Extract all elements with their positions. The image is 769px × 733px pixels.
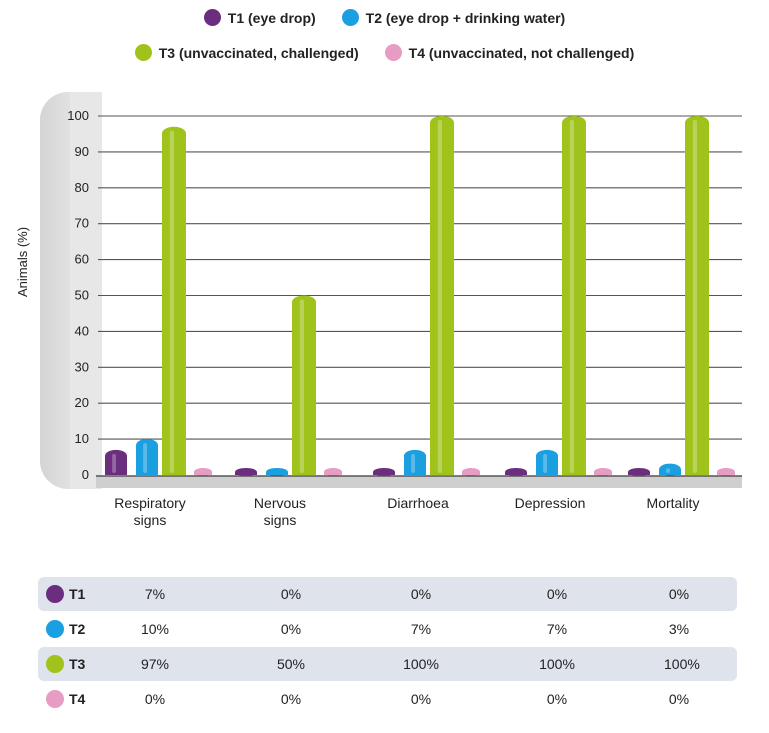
bar	[659, 463, 681, 476]
results-table: T1 7% 0% 0% 0% 0% T2 10% 0% 7% 7% 3% T3 …	[38, 577, 737, 717]
table-cell: 50%	[276, 656, 306, 672]
table-cell: 0%	[144, 691, 166, 707]
table-cell: 0%	[280, 586, 302, 602]
table-cell: 100%	[664, 656, 700, 672]
bar	[292, 295, 316, 475]
y-tick-label: 0	[82, 467, 89, 482]
chart-panel-fill	[70, 92, 102, 489]
legend-item-t4: T4 (unvaccinated, not challenged)	[384, 44, 635, 61]
y-tick-label: 80	[75, 180, 89, 195]
legend-label-t1: T1 (eye drop)	[227, 9, 316, 26]
table-label-t4: T4	[69, 691, 86, 707]
y-tick-label: 10	[75, 431, 89, 446]
bar	[594, 468, 612, 476]
table-cell: 3%	[668, 621, 690, 637]
table-row-label-t1: T1	[38, 585, 120, 603]
bar	[324, 468, 342, 476]
table-cell: 100%	[539, 656, 575, 672]
table-cell: 0%	[410, 691, 432, 707]
table-cell: 7%	[410, 621, 432, 637]
legend-label-t2: T2 (eye drop + drinking water)	[365, 9, 566, 26]
table-row-label-t4: T4	[38, 690, 120, 708]
y-tick-label: 40	[75, 323, 89, 338]
y-tick-label: 50	[75, 288, 89, 303]
legend-row-2: T3 (unvaccinated, challenged) T4 (unvacc…	[0, 44, 769, 61]
legend-item-t3: T3 (unvaccinated, challenged)	[134, 44, 359, 61]
table-dot-t4	[46, 690, 64, 708]
y-axis-title: Animals (%)	[15, 227, 30, 297]
legend-dot-t4	[384, 44, 402, 61]
table-row-t2: T2 10% 0% 7% 7% 3%	[38, 612, 737, 646]
bar-chart: Animals (%) 0 10 20 30 40 50 60 70 80 90 100 Respi…	[15, 92, 742, 528]
table-label-t2: T2	[69, 621, 86, 637]
table-cell: 10%	[140, 621, 170, 637]
bar	[136, 439, 158, 475]
x-category-label: Diarrhoea	[387, 495, 449, 511]
table-cell: 0%	[546, 586, 568, 602]
bar	[717, 468, 735, 476]
table-cell: 100%	[403, 656, 439, 672]
y-tick-label: 60	[75, 252, 89, 267]
legend-item-t1: T1 (eye drop)	[203, 9, 316, 26]
bar	[266, 468, 288, 476]
table-row-label-t3: T3	[38, 655, 120, 673]
bar	[536, 449, 558, 475]
bar	[430, 116, 454, 475]
x-category-label: Nervous signs	[254, 495, 306, 528]
bar	[462, 468, 480, 476]
bar	[373, 468, 395, 476]
table-row-label-t2: T2	[38, 620, 120, 638]
table-dot-t2	[46, 620, 64, 638]
y-tick-label: 70	[75, 216, 89, 231]
table-cell: 97%	[140, 656, 170, 672]
legend-label-t3: T3 (unvaccinated, challenged)	[158, 44, 359, 61]
bar	[235, 468, 257, 476]
bar	[685, 116, 709, 475]
table-dot-t1	[46, 585, 64, 603]
table-cell: 0%	[280, 621, 302, 637]
table-cell: 7%	[144, 586, 166, 602]
table-row-t4: T4 0% 0% 0% 0% 0%	[38, 682, 737, 716]
bar	[562, 116, 586, 475]
table-label-t1: T1	[69, 586, 86, 602]
table-label-t3: T3	[69, 656, 86, 672]
table-cell: 7%	[546, 621, 568, 637]
table-cell: 0%	[546, 691, 568, 707]
table-dot-t3	[46, 655, 64, 673]
legend-dot-t3	[134, 44, 152, 61]
bar	[194, 468, 212, 476]
table-row-t3: T3 97% 50% 100% 100% 100%	[38, 647, 737, 681]
y-tick-label: 20	[75, 395, 89, 410]
table-cell: 0%	[668, 586, 690, 602]
x-category-label: Respiratory signs	[114, 495, 186, 528]
table-cell: 0%	[410, 586, 432, 602]
x-category-label: Depression	[515, 495, 586, 511]
legend-dot-t2	[341, 9, 359, 26]
legend-item-t2: T2 (eye drop + drinking water)	[341, 9, 566, 26]
bar	[505, 468, 527, 476]
y-tick-label: 90	[75, 144, 89, 159]
table-row-t1: T1 7% 0% 0% 0% 0%	[38, 577, 737, 611]
y-tick-label: 30	[75, 359, 89, 374]
legend-dot-t1	[203, 9, 221, 26]
bar	[628, 468, 650, 476]
table-cell: 0%	[668, 691, 690, 707]
bar	[105, 449, 127, 475]
x-category-label: Mortality	[647, 495, 700, 511]
y-tick-label: 100	[67, 108, 89, 123]
legend-row-1: T1 (eye drop) T2 (eye drop + drinking wa…	[0, 9, 769, 26]
bar	[404, 449, 426, 475]
x-axis-base	[96, 476, 742, 488]
legend-label-t4: T4 (unvaccinated, not challenged)	[408, 44, 635, 61]
bar	[162, 126, 186, 475]
table-cell: 0%	[280, 691, 302, 707]
